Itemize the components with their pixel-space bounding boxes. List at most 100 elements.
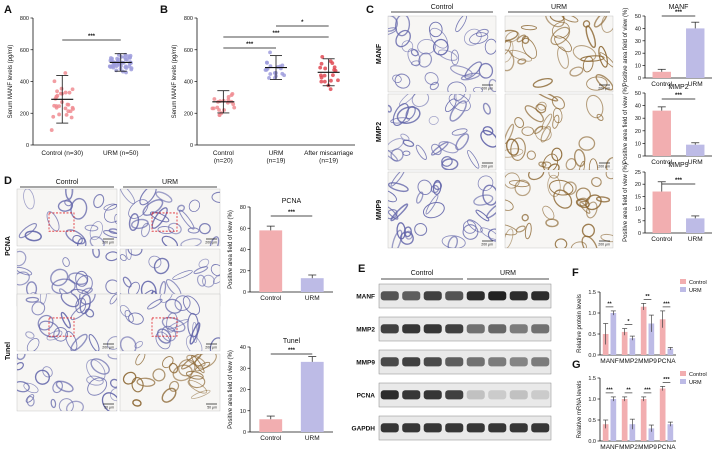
villus-outline (156, 328, 172, 344)
panel-g-significance-label: *** (606, 387, 613, 393)
villus-outline (411, 60, 421, 66)
data-point (280, 63, 285, 68)
panel-d-row-label: Tunel (5, 342, 12, 360)
villus-outline (101, 392, 117, 411)
panel-f-category-label: MMP2 (619, 358, 638, 365)
panel-b-y-axis-label: Serum MANF levels (pg/ml) (172, 45, 178, 119)
villus-outline (174, 295, 191, 312)
villus-outline (26, 395, 35, 407)
panel-e-band (509, 324, 528, 334)
villus-outline (198, 222, 211, 235)
panel-d-tunel-y-tick-label: 0 (243, 430, 246, 436)
data-point (128, 55, 132, 60)
panel-d-control-tunel-low-scale-label: 200 μm (102, 346, 114, 350)
villus-outline (388, 16, 399, 32)
villus-outline (514, 117, 525, 129)
villus-outline (192, 321, 198, 343)
villus-outline (552, 107, 563, 124)
villus-outline (125, 249, 132, 261)
panel-f-legend-swatch-control (680, 279, 686, 284)
panel-d-control-tunel-low-tissue (25, 294, 117, 351)
panel-e-band (445, 390, 464, 400)
panel-f-bar-urm (648, 323, 655, 355)
villus-outline (482, 184, 496, 206)
villus-outline (193, 266, 209, 275)
panel-e-band (531, 357, 550, 367)
villus-outline (388, 205, 399, 220)
panel-e-band (423, 390, 442, 400)
villus-outline (455, 133, 470, 151)
panel-d-control-pcna-low-tissue (18, 189, 117, 246)
data-point (319, 61, 324, 66)
villus-outline (37, 314, 54, 331)
panel-c-manf-category-label: URM (688, 81, 703, 88)
villus-outline (464, 28, 482, 46)
villus-outline (407, 48, 421, 67)
villus-outline (591, 176, 602, 188)
villus-outline (108, 228, 117, 235)
panel-g-category-label: PCNA (657, 444, 676, 451)
panel-c-mmp9-significance-label: *** (675, 178, 683, 184)
villus-outline (70, 333, 88, 351)
data-point (222, 108, 226, 112)
villus-outline (433, 181, 443, 191)
villus-outline (429, 81, 440, 91)
villus-outline (444, 98, 457, 113)
villus-outline (487, 228, 496, 242)
data-point (129, 67, 134, 72)
panel-e-band (531, 390, 550, 400)
villus-outline (521, 213, 529, 222)
villus-outline (521, 126, 535, 136)
villus-outline (81, 287, 93, 295)
panel-e-band (531, 423, 550, 433)
panel-d-column-header: Control (56, 179, 79, 186)
villus-outline (462, 220, 477, 234)
villus-outline (135, 354, 146, 366)
panel-d-urm-pcna-low-scale-label: 200 μm (205, 241, 217, 245)
panel-b-significance-label: * (301, 20, 304, 26)
panel-d-urm-tunel-low-zoom-box (151, 317, 178, 337)
villus-outline (46, 330, 63, 341)
panel-f-y-tick-label: 0.5 (588, 332, 596, 338)
villus-outline (417, 179, 433, 196)
villus-outline (473, 86, 483, 92)
data-point (65, 102, 70, 107)
villus-outline (23, 189, 35, 210)
data-point (57, 104, 62, 109)
panel-c-mmp2-y-tick-label: 0 (638, 154, 641, 160)
villus-outline (161, 387, 177, 403)
panel-d-pcna-y-tick-label: 20 (240, 269, 246, 275)
villus-outline (411, 94, 430, 108)
panel-g-bar-urm (610, 399, 617, 441)
data-point (51, 114, 56, 119)
villus-outline (127, 249, 143, 256)
villus-outline (25, 394, 35, 403)
villus-outline (110, 387, 117, 402)
villus-outline (586, 201, 598, 219)
villus-outline (46, 211, 60, 232)
villus-outline (482, 126, 494, 136)
panel-d-urm-pcna-low-tissue (120, 189, 220, 246)
villus-outline (400, 133, 410, 141)
villus-outline (521, 35, 530, 45)
villus-outline (428, 21, 443, 38)
data-point (323, 66, 328, 71)
panel-g-bar-control (659, 388, 666, 441)
data-point (230, 91, 235, 96)
villus-outline (549, 16, 565, 23)
villus-outline (505, 172, 520, 189)
villus-outline (586, 94, 604, 119)
villus-outline (105, 279, 117, 295)
panel-g-y-tick-label: 0.5 (588, 418, 596, 424)
villus-outline (515, 225, 526, 233)
panel-c-manf-significance-label: *** (675, 10, 683, 16)
data-point (114, 68, 119, 73)
panel-g-category-label: MMP2 (619, 444, 638, 451)
panel-c-control-mmp9-scale-label: 200 μm (481, 243, 493, 247)
villus-outline (25, 331, 35, 339)
panel-f: F 0.0 0.5 1.0 1.5 Relative protein levels ** MA… (572, 267, 707, 365)
villus-outline (601, 16, 613, 33)
panel-f-significance-label: ** (645, 294, 650, 300)
villus-outline (58, 398, 74, 411)
